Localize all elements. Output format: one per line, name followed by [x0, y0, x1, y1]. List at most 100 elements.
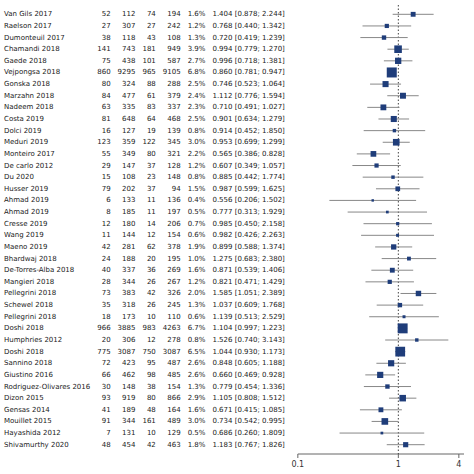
weight-label: 1.6% — [188, 266, 206, 274]
total-1: 477 — [122, 92, 135, 100]
total-1: 344 — [122, 417, 136, 425]
total-1: 306 — [122, 336, 136, 344]
events-2: 26 — [147, 301, 156, 309]
weight-label: 1.6% — [188, 406, 206, 414]
total-1: 462 — [122, 371, 135, 379]
total-1: 281 — [122, 243, 135, 251]
ci-label: 0.985 [0.450; 2.158] — [212, 220, 285, 228]
study-label: Vejpongsa 2018 — [4, 68, 60, 76]
events-1: 93 — [102, 394, 111, 402]
total-2: 278 — [167, 336, 180, 344]
events-2: 14 — [147, 220, 156, 228]
effect-box — [380, 104, 386, 110]
effect-box — [403, 442, 408, 447]
ci-label: 0.899 [0.588; 1.374] — [212, 243, 285, 251]
weight-label: 1.2% — [188, 278, 206, 286]
events-2: 10 — [147, 429, 156, 437]
study-label: Ahmad 2019 — [4, 196, 49, 204]
effect-box — [396, 234, 399, 237]
weight-label: 2.5% — [188, 115, 206, 123]
events-2: 74 — [147, 10, 156, 18]
events-2: 750 — [142, 348, 155, 356]
total-1: 189 — [122, 406, 135, 414]
weight-label: 0.4% — [188, 196, 206, 204]
ci-label: 0.901 [0.634; 1.279] — [212, 115, 285, 123]
ci-label: 0.871 [0.539; 1.406] — [212, 266, 285, 274]
total-1: 180 — [122, 220, 135, 228]
total-2: 866 — [167, 394, 181, 402]
events-1: 52 — [102, 10, 111, 18]
confidence-interval — [340, 433, 425, 434]
tick-mark — [297, 454, 298, 458]
axis-line — [298, 454, 464, 455]
total-1: 131 — [122, 429, 135, 437]
effect-box — [395, 347, 405, 357]
study-label: Gaede 2018 — [4, 57, 47, 65]
events-1: 7 — [106, 429, 110, 437]
study-label: Gensas 2014 — [4, 406, 50, 414]
total-2: 463 — [167, 441, 180, 449]
total-1: 133 — [122, 196, 135, 204]
events-2: 37 — [147, 185, 156, 193]
total-2: 164 — [167, 406, 181, 414]
weight-label: 2.4% — [188, 92, 206, 100]
total-1: 147 — [122, 162, 135, 170]
weight-label: 0.5% — [188, 208, 206, 216]
weight-label: 0.6% — [188, 231, 206, 239]
total-2: 154 — [167, 383, 181, 391]
tick-mark — [458, 454, 459, 458]
effect-box — [395, 186, 400, 191]
events-1: 860 — [97, 68, 110, 76]
plot-marks — [329, 5, 448, 454]
study-label: Gonska 2018 — [4, 80, 50, 88]
study-label: Giustino 2016 — [4, 371, 53, 379]
total-2: 128 — [167, 162, 180, 170]
events-2: 23 — [147, 173, 156, 181]
events-2: 83 — [147, 103, 156, 111]
weight-label: 1.9% — [188, 243, 206, 251]
ci-label: 0.996 [0.718; 1.381] — [212, 57, 285, 65]
total-2: 378 — [167, 243, 180, 251]
study-label: Husser 2019 — [4, 185, 48, 193]
study-label: Dizon 2015 — [4, 394, 44, 402]
effect-box — [388, 280, 392, 284]
events-1: 75 — [102, 57, 111, 65]
effect-box — [390, 268, 395, 273]
weight-label: 3.9% — [188, 45, 206, 53]
study-label: Maeno 2019 — [4, 243, 47, 251]
weight-label: 0.8% — [188, 127, 206, 135]
effect-box — [395, 58, 401, 64]
events-1: 48 — [102, 441, 111, 449]
total-2: 148 — [167, 173, 180, 181]
events-2: 101 — [142, 57, 155, 65]
background — [0, 0, 474, 474]
effect-box — [416, 291, 421, 296]
effect-box — [383, 81, 389, 87]
effect-box — [411, 12, 416, 17]
events-2: 42 — [147, 441, 156, 449]
total-1: 337 — [122, 266, 135, 274]
events-1: 141 — [97, 45, 110, 53]
study-label: Van Gils 2017 — [4, 10, 52, 18]
confidence-interval — [329, 200, 416, 201]
effect-box — [381, 432, 384, 435]
ci-label: 0.777 [0.313; 1.929] — [212, 208, 285, 216]
total-2: 194 — [167, 10, 181, 18]
effect-box — [396, 222, 399, 225]
ci-label: 0.660 [0.469; 0.928] — [212, 371, 285, 379]
effect-box — [385, 384, 389, 388]
events-1: 775 — [97, 348, 110, 356]
forest-plot: Van Gils 2017Raelson 2017Dumonteuil 2017… — [0, 0, 474, 474]
effect-box — [400, 93, 406, 99]
ci-label: 1.526 [0.740; 3.143] — [212, 336, 285, 344]
total-1: 112 — [122, 10, 135, 18]
effect-box — [398, 303, 402, 307]
effect-box — [382, 418, 389, 425]
study-label: Shivamurthy 2020 — [4, 441, 69, 449]
weight-label: 6.8% — [188, 68, 206, 76]
study-table: Van Gils 2017Raelson 2017Dumonteuil 2017… — [4, 10, 285, 448]
study-label: Marzahn 2018 — [4, 92, 54, 100]
total-1: 148 — [122, 383, 135, 391]
events-2: 10 — [147, 313, 156, 321]
events-2: 19 — [147, 127, 156, 135]
